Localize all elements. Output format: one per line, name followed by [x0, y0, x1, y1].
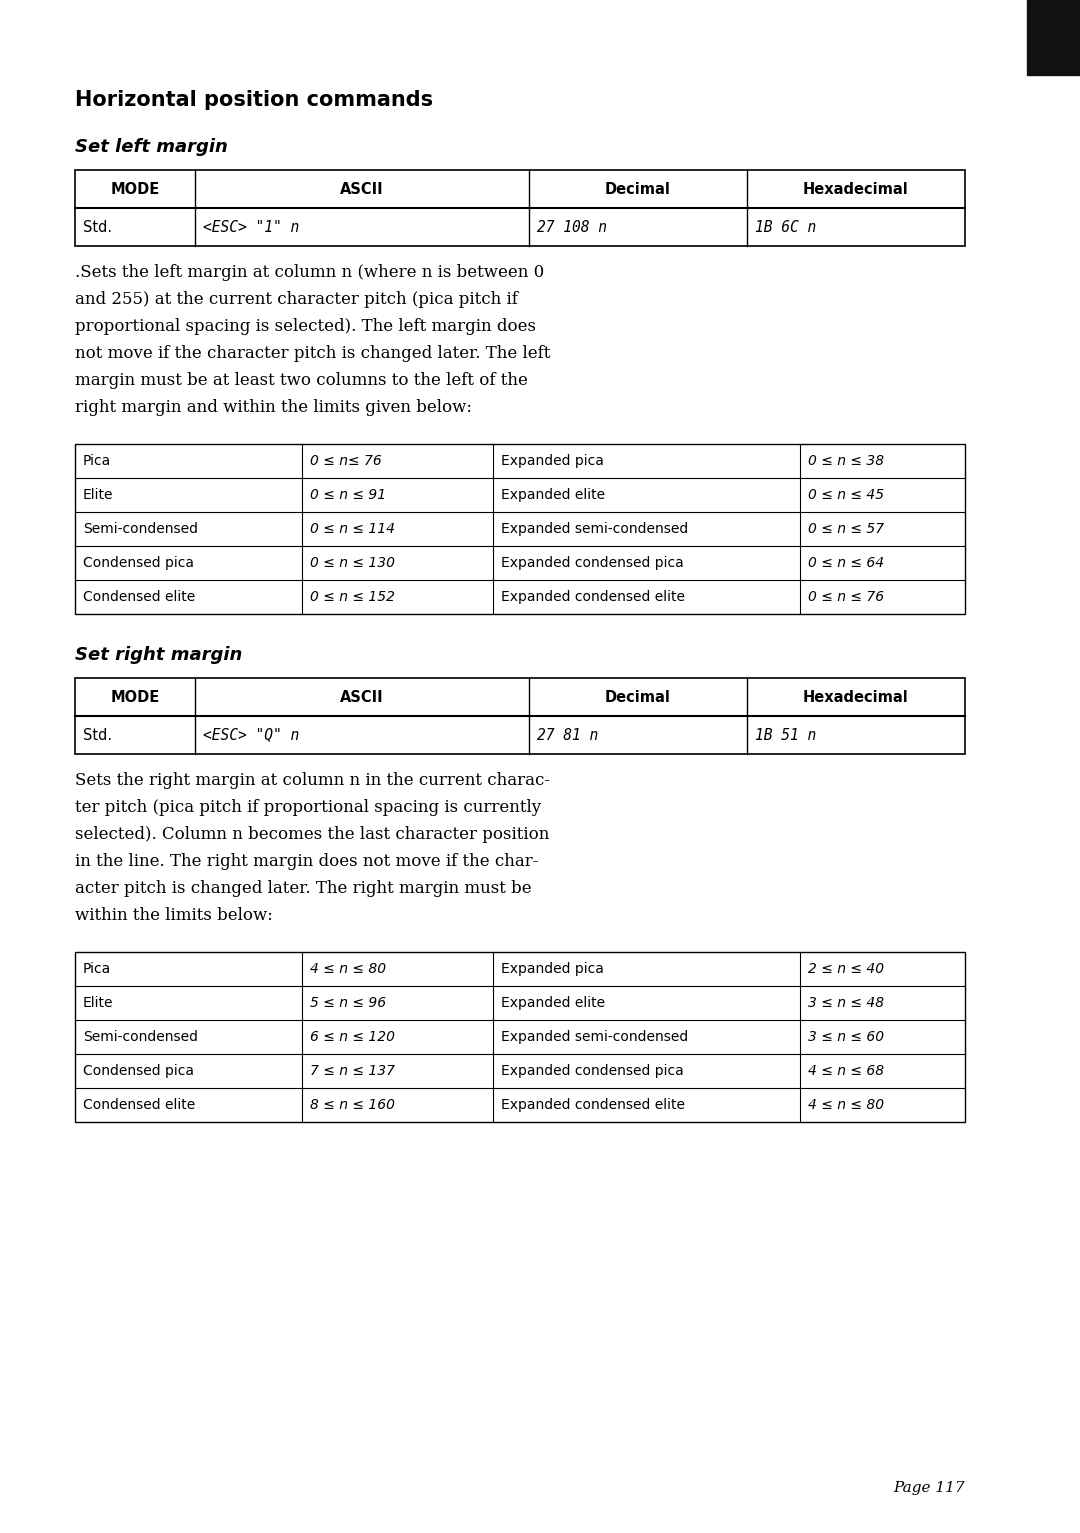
- Text: Expanded elite: Expanded elite: [501, 487, 606, 501]
- Text: ASCII: ASCII: [340, 690, 383, 705]
- Text: and 255) at the current character pitch (pica pitch if: and 255) at the current character pitch …: [75, 291, 518, 308]
- Text: MODE: MODE: [110, 690, 160, 705]
- Text: 0 ≤ n ≤ 91: 0 ≤ n ≤ 91: [310, 487, 386, 501]
- Text: Decimal: Decimal: [605, 690, 671, 705]
- Text: Semi-condensed: Semi-condensed: [83, 1030, 198, 1044]
- Text: Expanded semi-condensed: Expanded semi-condensed: [501, 1030, 689, 1044]
- Text: selected). Column n becomes the last character position: selected). Column n becomes the last cha…: [75, 826, 550, 843]
- Text: .Sets the left margin at column n (where n is between 0: .Sets the left margin at column n (where…: [75, 264, 544, 281]
- Text: 0 ≤ n ≤ 130: 0 ≤ n ≤ 130: [310, 556, 395, 570]
- Text: Set left margin: Set left margin: [75, 138, 228, 156]
- Text: 3 ≤ n ≤ 48: 3 ≤ n ≤ 48: [808, 996, 885, 1010]
- Text: Expanded condensed elite: Expanded condensed elite: [501, 1098, 686, 1111]
- Text: Hexadecimal: Hexadecimal: [804, 690, 909, 705]
- Text: ASCII: ASCII: [340, 181, 383, 196]
- Bar: [75, 952, 966, 1122]
- Text: ter pitch (pica pitch if proportional spacing is currently: ter pitch (pica pitch if proportional sp…: [75, 799, 541, 816]
- Text: within the limits below:: within the limits below:: [75, 908, 273, 924]
- Text: Horizontal position commands: Horizontal position commands: [75, 90, 433, 110]
- Text: proportional spacing is selected). The left margin does: proportional spacing is selected). The l…: [75, 317, 536, 336]
- Text: Expanded condensed elite: Expanded condensed elite: [501, 590, 686, 604]
- Text: 7 ≤ n ≤ 137: 7 ≤ n ≤ 137: [310, 1064, 395, 1078]
- Text: 0 ≤ n ≤ 64: 0 ≤ n ≤ 64: [808, 556, 885, 570]
- Bar: [75, 445, 966, 615]
- Text: acter pitch is changed later. The right margin must be: acter pitch is changed later. The right …: [75, 880, 531, 897]
- Text: 2 ≤ n ≤ 40: 2 ≤ n ≤ 40: [808, 963, 885, 977]
- Text: 1B 51 n: 1B 51 n: [755, 728, 816, 742]
- Text: 0 ≤ n ≤ 57: 0 ≤ n ≤ 57: [808, 523, 885, 537]
- Text: Condensed pica: Condensed pica: [83, 556, 194, 570]
- Text: Expanded pica: Expanded pica: [501, 454, 604, 468]
- Text: 27 81 n: 27 81 n: [537, 728, 598, 742]
- Text: Pica: Pica: [83, 454, 111, 468]
- Bar: [1027, 0, 1080, 75]
- Text: 0 ≤ n ≤ 114: 0 ≤ n ≤ 114: [310, 523, 395, 537]
- Text: 0 ≤ n≤ 76: 0 ≤ n≤ 76: [310, 454, 381, 468]
- Text: 4 ≤ n ≤ 80: 4 ≤ n ≤ 80: [808, 1098, 885, 1111]
- Text: Hexadecimal: Hexadecimal: [804, 181, 909, 196]
- Text: 1B 6C n: 1B 6C n: [755, 219, 816, 235]
- Bar: [75, 678, 966, 754]
- Text: 8 ≤ n ≤ 160: 8 ≤ n ≤ 160: [310, 1098, 395, 1111]
- Text: Expanded condensed pica: Expanded condensed pica: [501, 556, 684, 570]
- Text: Expanded elite: Expanded elite: [501, 996, 606, 1010]
- Text: Elite: Elite: [83, 996, 113, 1010]
- Text: 0 ≤ n ≤ 38: 0 ≤ n ≤ 38: [808, 454, 885, 468]
- Text: right margin and within the limits given below:: right margin and within the limits given…: [75, 399, 472, 415]
- Text: Decimal: Decimal: [605, 181, 671, 196]
- Text: <ESC> "Q" n: <ESC> "Q" n: [203, 728, 299, 742]
- Bar: [75, 170, 966, 245]
- Text: Expanded semi-condensed: Expanded semi-condensed: [501, 523, 689, 537]
- Text: margin must be at least two columns to the left of the: margin must be at least two columns to t…: [75, 373, 528, 389]
- Text: 4 ≤ n ≤ 68: 4 ≤ n ≤ 68: [808, 1064, 885, 1078]
- Text: Expanded condensed pica: Expanded condensed pica: [501, 1064, 684, 1078]
- Text: Std.: Std.: [83, 728, 112, 742]
- Text: Std.: Std.: [83, 219, 112, 235]
- Text: not move if the character pitch is changed later. The left: not move if the character pitch is chang…: [75, 345, 551, 362]
- Text: Semi-condensed: Semi-condensed: [83, 523, 198, 537]
- Text: <ESC> "1" n: <ESC> "1" n: [203, 219, 299, 235]
- Text: 5 ≤ n ≤ 96: 5 ≤ n ≤ 96: [310, 996, 386, 1010]
- Text: Sets the right margin at column n in the current charac-: Sets the right margin at column n in the…: [75, 773, 550, 789]
- Text: Condensed pica: Condensed pica: [83, 1064, 194, 1078]
- Text: Condensed elite: Condensed elite: [83, 1098, 195, 1111]
- Text: 27 108 n: 27 108 n: [537, 219, 607, 235]
- Text: Condensed elite: Condensed elite: [83, 590, 195, 604]
- Text: MODE: MODE: [110, 181, 160, 196]
- Text: Elite: Elite: [83, 487, 113, 501]
- Text: Expanded pica: Expanded pica: [501, 963, 604, 977]
- Text: 0 ≤ n ≤ 76: 0 ≤ n ≤ 76: [808, 590, 885, 604]
- Text: Set right margin: Set right margin: [75, 645, 242, 664]
- Text: 3 ≤ n ≤ 60: 3 ≤ n ≤ 60: [808, 1030, 885, 1044]
- Text: 0 ≤ n ≤ 45: 0 ≤ n ≤ 45: [808, 487, 885, 501]
- Text: Pica: Pica: [83, 963, 111, 977]
- Text: in the line. The right margin does not move if the char-: in the line. The right margin does not m…: [75, 852, 538, 871]
- Text: 4 ≤ n ≤ 80: 4 ≤ n ≤ 80: [310, 963, 386, 977]
- Text: Page 117: Page 117: [893, 1481, 966, 1495]
- Text: 6 ≤ n ≤ 120: 6 ≤ n ≤ 120: [310, 1030, 395, 1044]
- Text: 0 ≤ n ≤ 152: 0 ≤ n ≤ 152: [310, 590, 395, 604]
